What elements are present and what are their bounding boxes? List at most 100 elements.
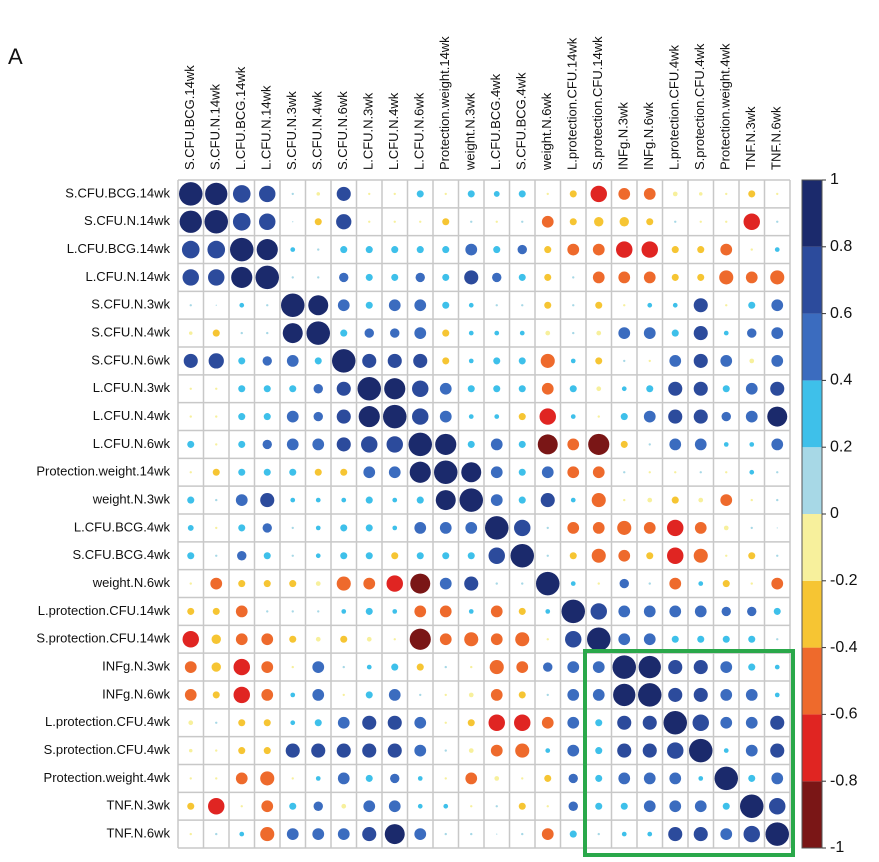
correlation-dot — [674, 220, 677, 223]
colorbar-swatch — [802, 313, 822, 381]
column-label: L.CFU.N.6wk — [412, 92, 427, 170]
column-label: L.CFU.BCG.14wk — [233, 66, 248, 170]
correlation-dot — [518, 691, 526, 699]
correlation-dot — [442, 218, 450, 226]
correlation-dot — [596, 330, 602, 336]
correlation-dot — [770, 715, 785, 730]
correlation-dot — [494, 414, 500, 419]
correlation-dot — [337, 716, 350, 729]
correlation-dot — [570, 581, 576, 586]
correlation-dot — [470, 665, 473, 669]
correlation-dot — [314, 719, 322, 727]
correlation-dot — [693, 409, 708, 424]
correlation-dot — [669, 438, 682, 451]
correlation-dot — [409, 461, 431, 483]
correlation-dot — [408, 432, 432, 457]
correlation-dot — [464, 270, 479, 285]
correlation-dot — [210, 577, 223, 590]
correlation-dot — [495, 582, 498, 585]
correlation-dot — [721, 606, 731, 617]
correlation-dot — [260, 827, 275, 842]
correlation-dot — [179, 182, 203, 206]
correlation-dot — [187, 440, 195, 448]
correlation-dot — [671, 635, 679, 643]
correlation-dot — [312, 828, 325, 840]
correlation-dot — [470, 220, 473, 223]
correlation-dot — [444, 721, 447, 724]
row-label: S.CFU.N.14wk — [84, 213, 170, 228]
correlation-dot — [263, 580, 271, 588]
correlation-dot — [286, 410, 299, 423]
correlation-dot — [723, 748, 729, 753]
correlation-dot — [263, 552, 271, 560]
correlation-dot — [518, 273, 526, 281]
correlation-dot — [618, 549, 631, 562]
column-label: S.CFU.N.4wk — [310, 91, 325, 170]
correlation-dot — [315, 776, 321, 781]
correlation-dot — [439, 605, 452, 618]
row-label: S.CFU.N.6wk — [91, 352, 170, 367]
correlation-dot — [590, 185, 607, 203]
correlation-dot — [232, 212, 251, 231]
correlation-dot — [413, 353, 428, 368]
correlation-dot — [668, 660, 683, 675]
correlation-dot — [570, 358, 576, 364]
correlation-dot — [290, 720, 296, 726]
correlation-dot — [232, 185, 251, 203]
correlation-dot — [694, 605, 707, 618]
correlation-dot — [365, 552, 373, 560]
correlation-dot — [638, 655, 661, 679]
correlation-dot — [647, 497, 653, 503]
correlation-dot — [434, 460, 458, 484]
correlation-dot — [725, 471, 728, 474]
correlation-dot — [416, 190, 424, 198]
correlation-dot — [387, 715, 402, 730]
correlation-dot — [189, 387, 192, 390]
correlation-dot — [518, 190, 526, 198]
correlation-dot — [442, 329, 450, 337]
correlation-dot — [266, 304, 269, 307]
correlation-dot — [592, 689, 605, 701]
correlation-dot — [495, 220, 498, 223]
correlation-dot — [641, 241, 658, 258]
correlation-dot — [642, 743, 657, 758]
column-label: Protection.weight.14wk — [437, 36, 452, 170]
correlation-dot — [591, 493, 606, 508]
correlation-dot — [391, 663, 399, 671]
correlation-dot — [442, 273, 450, 281]
correlation-dot — [720, 661, 733, 673]
correlation-dot — [510, 544, 534, 568]
correlation-dot — [570, 497, 576, 503]
correlation-dot — [315, 581, 321, 586]
correlation-dot — [541, 466, 554, 479]
correlation-dot — [643, 633, 656, 646]
correlation-dot — [340, 524, 348, 532]
correlation-dot — [235, 633, 248, 646]
colorbar-tick-label: 0 — [830, 505, 839, 522]
correlation-dot — [518, 357, 526, 365]
correlation-dot — [439, 633, 452, 646]
correlation-dot — [336, 381, 351, 396]
correlation-dot — [521, 582, 524, 585]
correlation-dot — [493, 246, 501, 254]
correlation-dot — [643, 800, 656, 813]
correlation-dot — [414, 327, 427, 339]
correlation-dot — [588, 433, 610, 455]
correlation-dot — [289, 635, 297, 643]
correlation-dot — [745, 744, 758, 757]
correlation-dot — [668, 409, 683, 424]
correlation-dot — [233, 658, 250, 676]
correlation-dot — [494, 776, 500, 781]
correlation-dot — [215, 387, 218, 390]
correlation-dot — [340, 329, 348, 337]
colorbar-tick-label: -0.4 — [830, 639, 858, 656]
column-label: weight.N.3wk — [463, 92, 478, 171]
correlation-dot — [342, 693, 345, 697]
correlation-dot — [211, 634, 221, 644]
correlation-dot — [521, 220, 524, 223]
correlation-dot — [648, 471, 651, 474]
column-label: S.CFU.BCG.14wk — [182, 65, 197, 170]
correlation-dot — [363, 577, 376, 590]
correlation-dot — [240, 805, 243, 808]
correlation-dot — [774, 692, 780, 698]
